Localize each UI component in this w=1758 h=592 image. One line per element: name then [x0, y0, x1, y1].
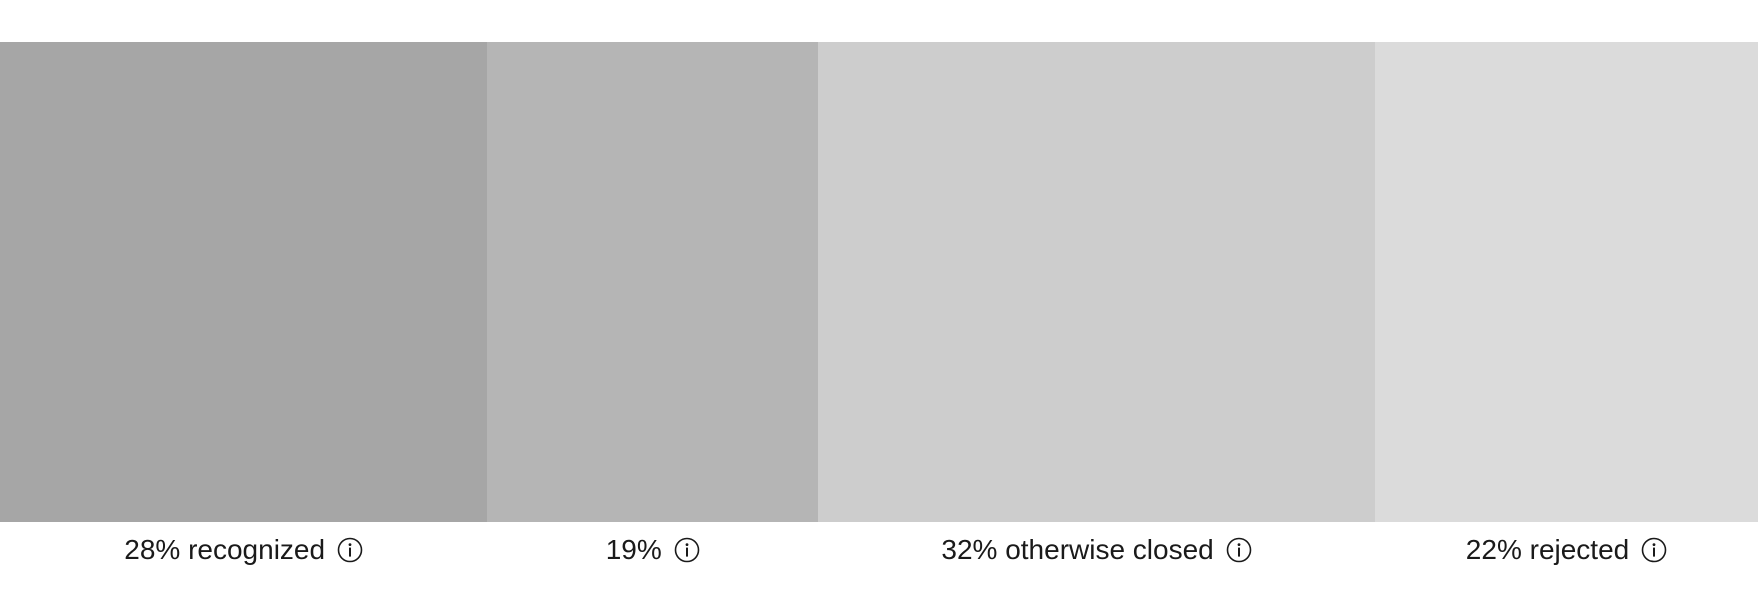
info-icon[interactable] [674, 537, 700, 563]
bar-segment-rejected [1375, 42, 1758, 522]
bar-segment-recognized [0, 42, 488, 522]
segment-label-text: 19% [605, 534, 662, 565]
bar-segment-unlabeled-1 [487, 42, 819, 522]
segment-label: 19% [487, 532, 818, 568]
bar-segment-otherwise-closed [818, 42, 1376, 522]
segment-labels: 28% recognized 19% 32% otherwise closed 22%… [0, 532, 1758, 568]
segment-label-text: 28% recognized [124, 534, 326, 565]
segment-label-text: 22% rejected [1465, 534, 1630, 565]
info-icon[interactable] [1641, 537, 1667, 563]
segment-label-text: 32% otherwise closed [941, 534, 1214, 565]
segment-label: 28% recognized [0, 532, 487, 568]
segment-label: 32% otherwise closed [818, 532, 1375, 568]
info-icon[interactable] [1226, 537, 1252, 563]
segment-label: 22% rejected [1375, 532, 1758, 568]
bar-track [0, 42, 1758, 522]
info-icon[interactable] [337, 537, 363, 563]
